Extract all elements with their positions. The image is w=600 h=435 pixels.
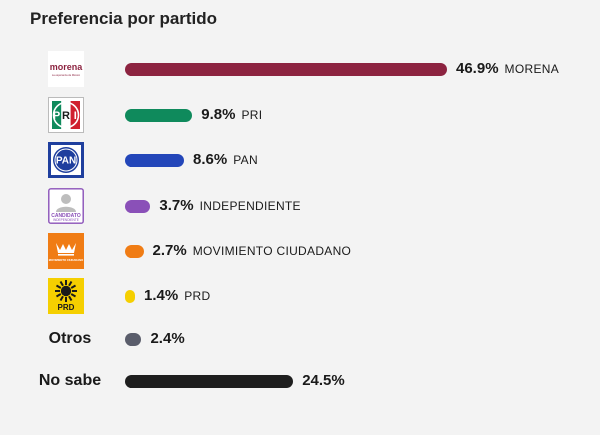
party-logo-mc: MOVIMIENTO CIUDADANO (48, 233, 84, 269)
svg-text:PAN: PAN (56, 156, 76, 167)
bar-mc (125, 244, 144, 258)
party-name: PRI (241, 108, 263, 122)
category-label-no_sabe: No sabe (38, 372, 102, 389)
svg-text:CANDIDATO: CANDIDATO (51, 213, 81, 219)
chart-title: Preferencia por partido (30, 9, 218, 28)
party-name: INDEPENDIENTE (199, 199, 301, 213)
bar-otros (125, 332, 142, 346)
value-label-independiente: 3.7% INDEPENDIENTE (159, 197, 300, 214)
bar-independiente (125, 199, 151, 213)
svg-text:MOVIMIENTO CIUDADANO: MOVIMIENTO CIUDADANO (49, 258, 83, 262)
value-label-otros: 2.4% (150, 330, 184, 347)
pct-value: 8.6% (193, 151, 228, 168)
value-label-morena: 46.9% MORENA (456, 60, 559, 77)
bar-row-mc: MOVIMIENTO CIUDADANO 2.7% MOVIMIENTO CIUDA… (0, 233, 600, 269)
svg-text:PRD: PRD (58, 303, 75, 312)
pct-value: 1.4% (144, 287, 179, 304)
bar-row-pri: P R I 9.8% PRI (0, 97, 600, 133)
pct-value: 3.7% (159, 197, 194, 214)
bar-no_sabe (125, 374, 294, 388)
party-logo-pan: PAN (48, 142, 84, 178)
party-name: MOVIMIENTO CIUDADANO (192, 244, 352, 258)
value-label-prd: 1.4% PRD (144, 287, 210, 304)
svg-text:I: I (74, 110, 77, 122)
svg-text:La esperanza de México: La esperanza de México (52, 73, 81, 77)
party-name: MORENA (504, 62, 560, 76)
prd-logo-icon: PRD (48, 278, 84, 314)
bar-prd (125, 289, 135, 303)
party-logo-morena: morena La esperanza de México (48, 51, 84, 87)
pct-value: 46.9% (456, 60, 499, 77)
pan-logo-icon: PAN (48, 142, 84, 178)
pct-value: 2.4% (150, 330, 185, 347)
svg-text:morena: morena (50, 62, 84, 72)
party-name: PRD (184, 289, 211, 303)
bar-pri (125, 108, 193, 122)
bar-row-no_sabe: No sabe 24.5% (0, 363, 600, 399)
svg-text:R: R (62, 110, 70, 122)
pct-value: 24.5% (302, 372, 345, 389)
value-label-pan: 8.6% PAN (193, 151, 258, 168)
category-label-otros: Otros (48, 330, 92, 347)
value-label-pri: 9.8% PRI (201, 106, 262, 123)
value-label-no_sabe: 24.5% (302, 372, 345, 389)
bar-row-morena: morena La esperanza de México 46.9% MORENA (0, 51, 600, 87)
bar-pan (125, 153, 185, 167)
svg-text:INDEPENDIENTE: INDEPENDIENTE (53, 218, 79, 222)
bar-row-independiente: CANDIDATO INDEPENDIENTE 3.7% INDEPENDIENTE (0, 188, 600, 224)
pct-value: 9.8% (201, 106, 236, 123)
svg-text:P: P (53, 110, 60, 122)
pct-value: 2.7% (152, 242, 187, 259)
party-logo-independiente: CANDIDATO INDEPENDIENTE (48, 188, 84, 224)
bar-row-pan: PAN 8.6% PAN (0, 142, 600, 178)
bar-row-prd: PRD 1.4% PRD (0, 278, 600, 314)
movimiento-ciudadano-logo-icon: MOVIMIENTO CIUDADANO (48, 233, 84, 269)
bar-row-otros: Otros 2.4% (0, 321, 600, 357)
value-label-mc: 2.7% MOVIMIENTO CIUDADANO (153, 242, 352, 259)
bar-morena (125, 62, 447, 76)
party-logo-prd: PRD (48, 278, 84, 314)
party-name: PAN (233, 153, 258, 167)
